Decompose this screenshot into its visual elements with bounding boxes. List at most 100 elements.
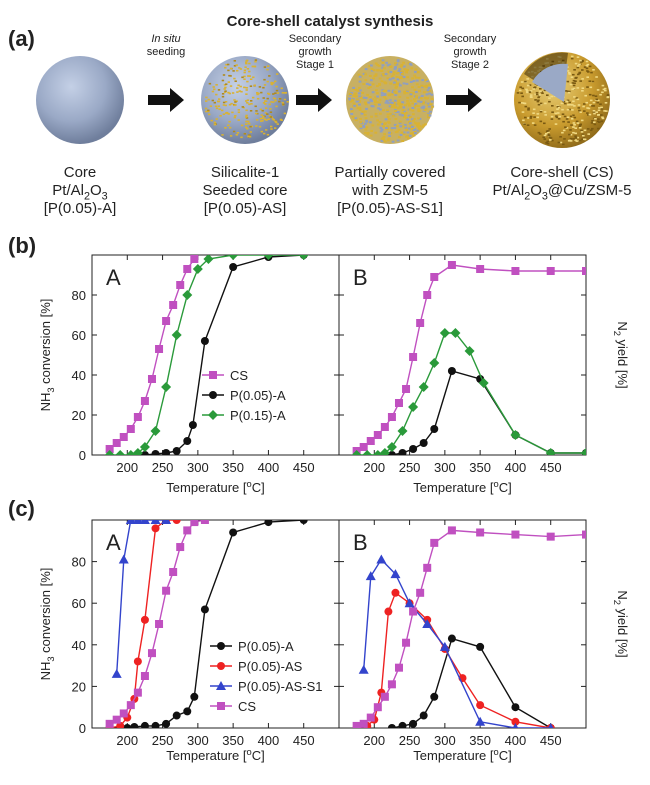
x-tick-label: 250 (152, 733, 174, 748)
data-point-diamond (139, 442, 150, 452)
x-tick-label: 450 (540, 733, 562, 748)
data-point-square (147, 649, 156, 658)
data-point-diamond (450, 328, 461, 338)
x-tick-label: 400 (505, 733, 527, 748)
stage-caption: Core (64, 164, 97, 181)
x-axis-label: Temperature [oC] (413, 479, 511, 495)
data-point-circle (430, 692, 439, 701)
data-point-square (387, 413, 396, 421)
x-axis-label: Temperature [oC] (166, 747, 264, 763)
data-point-circle (140, 615, 149, 624)
series-line (363, 558, 551, 728)
data-point-circle (200, 605, 209, 614)
data-point-circle (190, 692, 199, 701)
data-point-circle (123, 724, 132, 728)
y-tick-label: 60 (72, 596, 86, 611)
data-point-circle (209, 391, 217, 399)
data-point-square (423, 563, 432, 572)
x-tick-label: 350 (222, 460, 244, 475)
data-point-square (402, 638, 411, 647)
x-tick-label: 250 (399, 733, 421, 748)
data-point-square (394, 663, 403, 672)
x-tick-label: 400 (258, 460, 280, 475)
data-point-triangle (439, 641, 450, 651)
data-point-circle (398, 449, 407, 455)
data-point-square (140, 672, 149, 680)
x-tick-label: 200 (363, 733, 385, 748)
data-point-circle (130, 722, 139, 728)
arrow-label: Stage 1 (296, 59, 334, 71)
x-tick-label: 300 (434, 460, 456, 475)
data-point-circle (511, 717, 520, 726)
stage-caption: Core-shell (CS) (510, 164, 613, 181)
data-point-diamond (171, 330, 182, 340)
data-point-square (582, 267, 586, 275)
stage-caption: Seeded core (202, 182, 287, 199)
schematic-title: Core-shell catalyst synthesis (227, 13, 434, 30)
data-point-square (476, 528, 485, 537)
data-point-circle (476, 701, 485, 710)
data-point-circle (183, 707, 192, 716)
y-tick-label: 40 (72, 368, 86, 383)
data-point-circle (430, 425, 439, 433)
data-point-triangle (132, 520, 143, 524)
data-point-circle (172, 520, 181, 524)
x-tick-label: 200 (116, 733, 138, 748)
data-point-square (200, 520, 209, 524)
plot-frame (91, 519, 340, 729)
data-point-square (394, 399, 403, 407)
data-point-diamond (408, 402, 419, 412)
arrow-label: In situ (151, 33, 180, 45)
legend-label: P(0.05)-A (238, 639, 294, 654)
x-tick-label: 250 (152, 460, 174, 475)
data-point-square (416, 319, 425, 327)
y-tick-label: 20 (72, 408, 86, 423)
data-point-diamond (379, 448, 390, 455)
series-line (356, 264, 586, 452)
data-point-square (352, 721, 361, 728)
data-point-square (476, 265, 485, 273)
data-point-triangle (118, 554, 129, 564)
y-tick-label: 80 (72, 288, 86, 303)
series-P(0.15)-A (104, 255, 309, 455)
legend-label: P(0.05)-A (230, 388, 286, 403)
y-tick-label: 80 (72, 555, 86, 570)
legend-label: CS (238, 699, 256, 714)
data-point-triangle (475, 716, 486, 726)
legend-label: P(0.05)-AS-S1 (238, 679, 323, 694)
data-point-circle (217, 662, 225, 670)
data-point-square (430, 273, 439, 281)
data-point-circle (162, 719, 171, 728)
data-point-circle (140, 721, 149, 728)
x-tick-label: 350 (469, 733, 491, 748)
core-sphere (36, 56, 124, 144)
data-point-circle (384, 607, 393, 616)
series-P(0.05)-A (140, 255, 308, 455)
y-tick-label: 20 (72, 679, 86, 694)
data-point-square (209, 371, 217, 379)
data-point-diamond (161, 382, 172, 392)
y-axis-label: N2 yield [%] (612, 590, 630, 657)
data-point-square (176, 543, 185, 552)
data-point-circle (447, 634, 456, 643)
arrow-icon (148, 88, 184, 112)
data-point-triangle (358, 664, 369, 674)
subpanel-label: A (106, 265, 121, 290)
series-P(0.05)-AS (352, 588, 555, 728)
data-point-square (183, 265, 192, 273)
seeded-core-sphere (201, 56, 289, 144)
data-point-square (183, 526, 192, 535)
data-point-triangle (547, 723, 554, 728)
data-point-square (133, 688, 142, 697)
data-point-triangle (125, 520, 136, 524)
series-line (391, 637, 552, 728)
data-point-circle (200, 337, 209, 345)
data-point-diamond (263, 255, 274, 260)
subpanel-label: B (353, 265, 368, 290)
series-line (116, 520, 167, 674)
y-tick-label: 0 (79, 721, 86, 736)
data-point-circle (447, 367, 456, 375)
series-P(0.05)-A (105, 520, 308, 728)
stage-caption: Pt/Al2O3 (52, 182, 107, 203)
